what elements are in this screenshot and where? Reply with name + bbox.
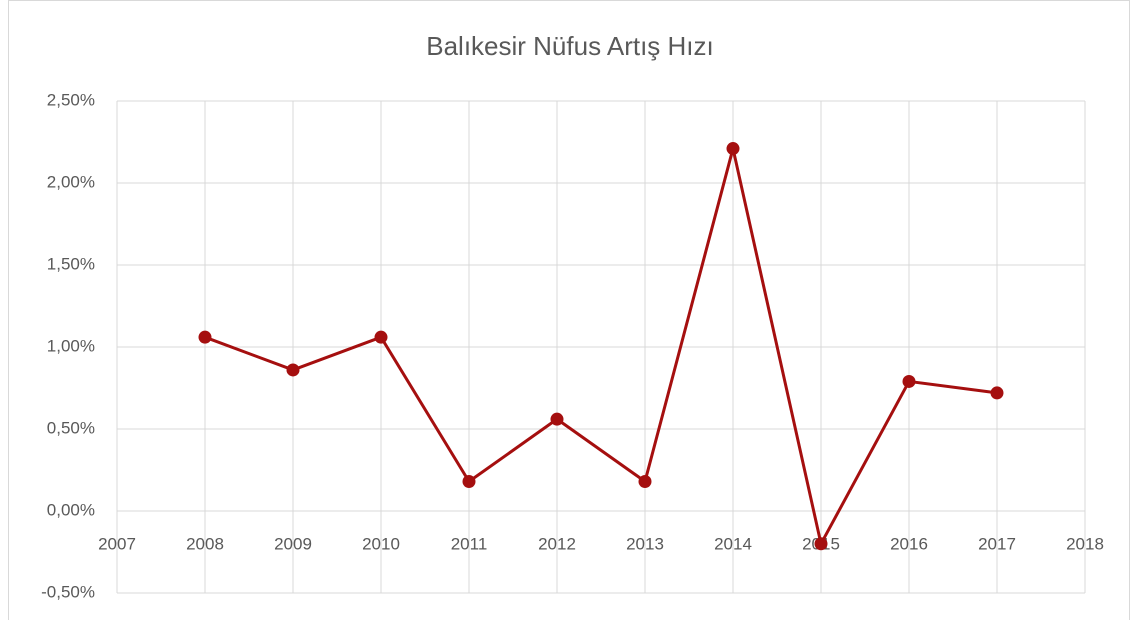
data-point	[286, 363, 300, 377]
x-tick-label: 2012	[538, 534, 576, 553]
data-point	[462, 474, 476, 488]
y-tick-label: 1,50%	[47, 254, 95, 273]
x-tick-label: 2011	[451, 534, 488, 553]
y-tick-label: -0,50%	[41, 582, 95, 601]
chart-title: Balıkesir Nüfus Artış Hızı	[426, 31, 714, 61]
y-tick-label: 2,50%	[47, 90, 95, 109]
data-point	[990, 386, 1004, 400]
data-point	[902, 374, 916, 388]
y-tick-label: 0,00%	[47, 500, 95, 519]
data-point	[726, 142, 740, 156]
x-tick-label: 2013	[626, 534, 664, 553]
x-tick-label: 2016	[890, 534, 928, 553]
data-point	[550, 412, 564, 426]
y-tick-label: 0,50%	[47, 418, 95, 437]
x-tick-label: 2008	[186, 534, 224, 553]
x-tick-label: 2014	[714, 534, 752, 553]
data-point	[374, 330, 388, 344]
chart-border	[8, 0, 1130, 620]
data-point	[638, 474, 652, 488]
y-tick-label: 2,00%	[47, 172, 95, 191]
x-tick-label: 2009	[274, 534, 312, 553]
y-tick-label: 1,00%	[47, 336, 95, 355]
x-tick-label: 2017	[978, 534, 1016, 553]
data-point	[814, 537, 828, 551]
series-line	[204, 147, 998, 546]
x-tick-label: 2007	[98, 534, 136, 553]
x-tick-label: 2010	[362, 534, 400, 553]
data-point	[198, 330, 212, 344]
x-tick-label: 2018	[1066, 534, 1104, 553]
